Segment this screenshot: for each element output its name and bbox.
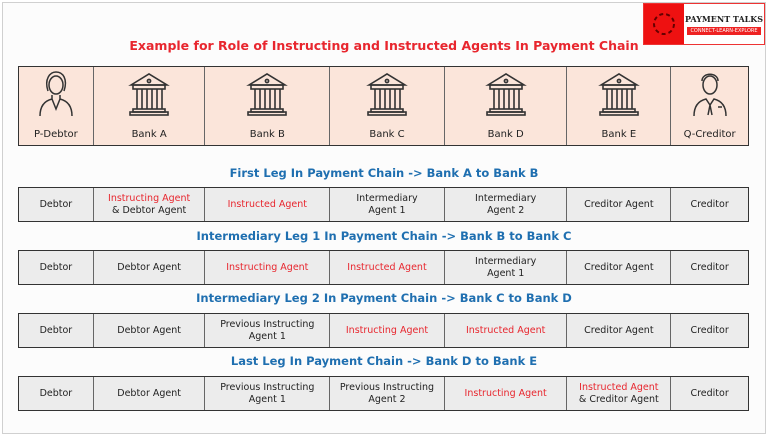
role-cell: Debtor Agent [94, 314, 206, 347]
leg-title: Intermediary Leg 1 In Payment Chain -> B… [196, 229, 572, 243]
role-cell: Debtor [19, 188, 94, 221]
party-label: Bank B [249, 129, 285, 140]
role-text: Creditor Agent [584, 198, 654, 210]
role-text: Debtor Agent [117, 324, 182, 336]
party-cell: Q-Creditor [671, 67, 748, 145]
leg-row: Debtor Debtor Agent Previous Instructing Ag… [18, 313, 749, 348]
leg-row: Debtor Debtor Agent Previous Instructing Ag… [18, 376, 749, 411]
role-cell: Debtor Agent [94, 377, 206, 410]
leg-title: First Leg In Payment Chain -> Bank A to … [229, 166, 539, 180]
payment-talks-logo: PAYMENT TALKS CONNECT-LEARN-EXPLORE [643, 3, 765, 45]
leg-title: Last Leg In Payment Chain -> Bank D to B… [230, 354, 538, 368]
bank-icon [365, 71, 409, 129]
leg-title: Intermediary Leg 2 In Payment Chain -> B… [196, 291, 572, 305]
role-text: Instructing Agent [345, 324, 429, 336]
role-text: Debtor Agent [117, 261, 182, 273]
role-cell: Creditor [671, 314, 748, 347]
role-text: Instructing Agent [108, 192, 191, 204]
role-cell: Instructing Agent [445, 377, 568, 410]
role-text: Agent 1 [248, 393, 286, 405]
role-text: Previous Instructing [339, 381, 435, 393]
role-text: Instructed Agent [465, 324, 546, 336]
role-text: Debtor [39, 198, 73, 210]
woman-icon [36, 69, 76, 129]
role-cell: Creditor Agent [567, 314, 672, 347]
role-cell: Creditor Agent [567, 251, 672, 284]
bank-icon [484, 71, 528, 129]
role-text: Creditor [690, 324, 729, 336]
parties-row: P-Debtor Bank A Bank B Bank C Bank D Bank E Q-… [18, 66, 749, 146]
role-text: Creditor Agent [584, 324, 654, 336]
role-cell: Creditor [671, 188, 748, 221]
party-cell: Bank D [445, 67, 568, 145]
role-text: Intermediary [356, 192, 418, 204]
role-cell: Debtor Agent [94, 251, 206, 284]
leg-row: Debtor Instructing Agent & Debtor Agent Ins… [18, 187, 749, 222]
role-cell: Intermediary Agent 2 [445, 188, 568, 221]
role-text: Agent 2 [368, 393, 406, 405]
role-cell: Creditor [671, 251, 748, 284]
role-cell: Intermediary Agent 1 [445, 251, 568, 284]
role-text: Creditor [690, 198, 729, 210]
role-cell: Instructing Agent & Debtor Agent [94, 188, 206, 221]
role-cell: Instructed Agent [205, 188, 331, 221]
logo-name: PAYMENT TALKS [684, 13, 764, 24]
party-label: Q-Creditor [683, 129, 736, 140]
bank-icon [597, 71, 641, 129]
party-cell: P-Debtor [19, 67, 94, 145]
role-text: Previous Instructing [220, 381, 315, 393]
role-text: Previous Instructing [220, 318, 315, 330]
role-cell: Debtor [19, 314, 94, 347]
role-cell: Debtor [19, 251, 94, 284]
role-text: & Creditor Agent [578, 393, 659, 405]
role-cell: Instructing Agent [205, 251, 331, 284]
party-label: Bank A [131, 129, 167, 140]
role-text: Debtor [39, 261, 73, 273]
role-text: Agent 1 [368, 204, 406, 216]
party-label: Bank D [487, 129, 524, 140]
party-cell: Bank E [567, 67, 672, 145]
logo-tagline: CONNECT-LEARN-EXPLORE [687, 26, 761, 35]
role-cell: Intermediary Agent 1 [330, 188, 445, 221]
role-text: Instructed Agent [579, 381, 659, 393]
party-cell: Bank C [330, 67, 445, 145]
role-text: Instructing Agent [226, 261, 309, 273]
role-text: Creditor [690, 261, 729, 273]
role-text: Intermediary [475, 192, 537, 204]
party-label: Bank E [601, 129, 637, 140]
role-cell: Debtor [19, 377, 94, 410]
role-text: Creditor [690, 387, 729, 399]
role-text: Instructed Agent [347, 261, 427, 273]
page-title: Example for Role of Instructing and Inst… [129, 38, 639, 53]
role-cell: Instructed Agent [445, 314, 568, 347]
leg-row: Debtor Debtor Agent Instructing Agent Instr… [18, 250, 749, 285]
role-text: Debtor [39, 387, 73, 399]
role-cell: Previous Instructing Agent 1 [205, 314, 331, 347]
role-text: Agent 1 [248, 330, 286, 342]
party-cell: Bank B [205, 67, 331, 145]
role-text: Creditor Agent [584, 261, 654, 273]
role-cell: Instructed Agent [330, 251, 445, 284]
role-cell: Creditor [671, 377, 748, 410]
role-text: Agent 2 [487, 204, 525, 216]
role-text: Intermediary [475, 255, 537, 267]
role-text: Instructed Agent [227, 198, 307, 210]
role-text: Agent 1 [487, 267, 525, 279]
role-cell: Previous Instructing Agent 1 [205, 377, 331, 410]
role-text: & Debtor Agent [112, 204, 187, 216]
role-text: Instructing Agent [464, 387, 547, 399]
man-icon [690, 69, 730, 129]
bank-icon [245, 71, 289, 129]
party-cell: Bank A [94, 67, 206, 145]
role-cell: Previous Instructing Agent 2 [330, 377, 445, 410]
role-cell: Instructing Agent [330, 314, 445, 347]
role-text: Debtor [39, 324, 73, 336]
bank-icon [127, 71, 171, 129]
role-text: Debtor Agent [117, 387, 182, 399]
party-label: P-Debtor [34, 129, 78, 140]
party-label: Bank C [369, 129, 405, 140]
role-cell: Instructed Agent & Creditor Agent [567, 377, 672, 410]
globe-logo-icon [644, 4, 684, 44]
role-cell: Creditor Agent [567, 188, 672, 221]
